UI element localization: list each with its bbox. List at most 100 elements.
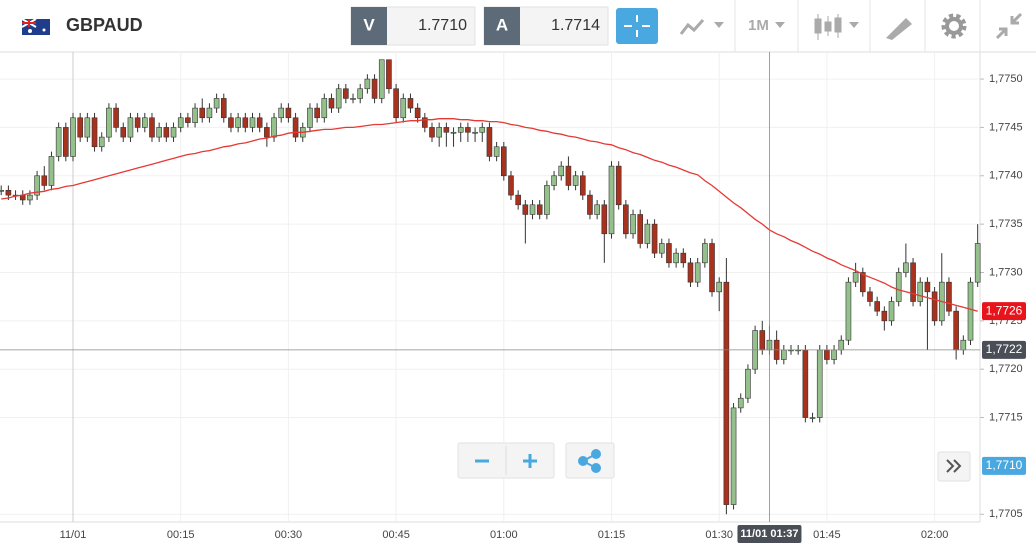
candle-body <box>608 165 615 235</box>
candle-body <box>522 204 529 215</box>
candle-body <box>357 88 364 99</box>
candle-body <box>565 165 572 186</box>
candle-body <box>393 88 399 119</box>
x-tick-label: 01:00 <box>490 529 518 541</box>
candle-body <box>874 301 880 312</box>
share-icon <box>578 449 601 473</box>
candle-body <box>371 78 378 99</box>
candle-body <box>802 349 809 418</box>
candle-body <box>206 107 213 119</box>
candle-body <box>55 127 62 157</box>
zoom-in[interactable] <box>523 454 537 468</box>
candle-body <box>745 368 751 399</box>
x-tick-label: 00:30 <box>275 529 303 541</box>
candle-body <box>673 252 679 264</box>
candle-body <box>228 117 234 128</box>
candle-body <box>809 417 816 419</box>
candle-body <box>465 127 471 133</box>
candle-body <box>163 127 170 138</box>
candle-body <box>235 117 241 128</box>
candle-body <box>134 117 141 128</box>
y-tick-label: 1,7745 <box>989 121 1023 133</box>
candle-body <box>120 127 127 138</box>
candle-body <box>328 98 335 109</box>
candle-body <box>264 127 270 138</box>
bid-label-box <box>351 7 387 45</box>
candle-body <box>687 262 694 283</box>
y-tick-label: 1,7750 <box>989 73 1023 85</box>
candle-body <box>400 98 407 119</box>
candle-body <box>457 127 464 133</box>
candle-body <box>5 189 12 196</box>
scroll-right-button[interactable] <box>937 451 971 482</box>
candle-body <box>781 349 787 360</box>
price-tag-label: 1,7710 <box>986 458 1023 472</box>
candle-body <box>149 117 155 138</box>
candle-body <box>759 330 766 351</box>
candle-body <box>536 204 543 215</box>
x-tick-label: 11/01 <box>60 529 87 541</box>
candle-body <box>77 117 83 138</box>
candle-body <box>314 107 320 119</box>
candle-body <box>716 281 723 293</box>
timeframe-arrow <box>775 22 785 28</box>
candle-body <box>407 98 414 109</box>
candle-body <box>213 98 220 109</box>
candle-body <box>249 117 256 128</box>
scroll-right-icon <box>946 459 962 473</box>
candle-body <box>185 117 191 123</box>
draw-button[interactable] <box>886 18 912 40</box>
ask-label-box <box>484 7 520 45</box>
crosshair-button[interactable] <box>616 8 658 44</box>
candle-body <box>63 127 69 157</box>
share-button[interactable] <box>565 442 615 479</box>
candle-body <box>579 175 586 196</box>
candle-body <box>572 175 579 186</box>
ask-label: A <box>496 15 508 34</box>
candle-body <box>845 281 852 341</box>
candle-body <box>0 189 5 192</box>
candle-body <box>479 127 486 133</box>
candle-body <box>737 397 744 409</box>
candle-body <box>84 117 91 138</box>
timeframe[interactable]: 1M <box>748 17 769 34</box>
candle-body <box>694 262 701 283</box>
y-tick-label: 1,7730 <box>989 266 1023 278</box>
candle-body <box>378 59 385 99</box>
indicator-button[interactable] <box>679 18 724 35</box>
settings-button[interactable] <box>941 13 967 39</box>
candle-body <box>91 117 98 148</box>
zoom-controls <box>457 442 971 482</box>
candle-body <box>113 107 119 128</box>
candle-body <box>27 194 33 201</box>
candle-body <box>867 291 873 302</box>
ask-price: 1.7714 <box>551 17 600 34</box>
candle-body <box>443 127 450 133</box>
moving-average <box>1 118 978 312</box>
candle-body <box>386 59 392 90</box>
candle-body <box>601 204 608 235</box>
y-tick-label: 1,7735 <box>989 218 1023 230</box>
candle-body <box>666 243 672 264</box>
candle-body <box>48 156 55 186</box>
candle-body <box>70 117 76 157</box>
candle-body <box>953 310 959 351</box>
collapse-button[interactable] <box>995 12 1023 40</box>
candle-body <box>551 175 557 186</box>
candle-body <box>364 78 371 90</box>
price-tag <box>982 456 1026 475</box>
candle-body <box>170 127 177 138</box>
candle-body <box>278 107 285 119</box>
candle-body <box>450 131 457 134</box>
candle-body <box>910 262 916 302</box>
candle-body <box>199 107 206 119</box>
x-tick-label: 00:15 <box>167 529 195 541</box>
candle-body <box>500 146 507 177</box>
candle-body <box>903 262 909 273</box>
candle-body <box>709 243 715 293</box>
crosshair-icon <box>624 15 650 37</box>
candle-body <box>350 98 356 100</box>
x-tick-label: 00:45 <box>382 529 410 541</box>
chart-type-button[interactable] <box>814 14 859 40</box>
candle-body <box>106 107 112 138</box>
